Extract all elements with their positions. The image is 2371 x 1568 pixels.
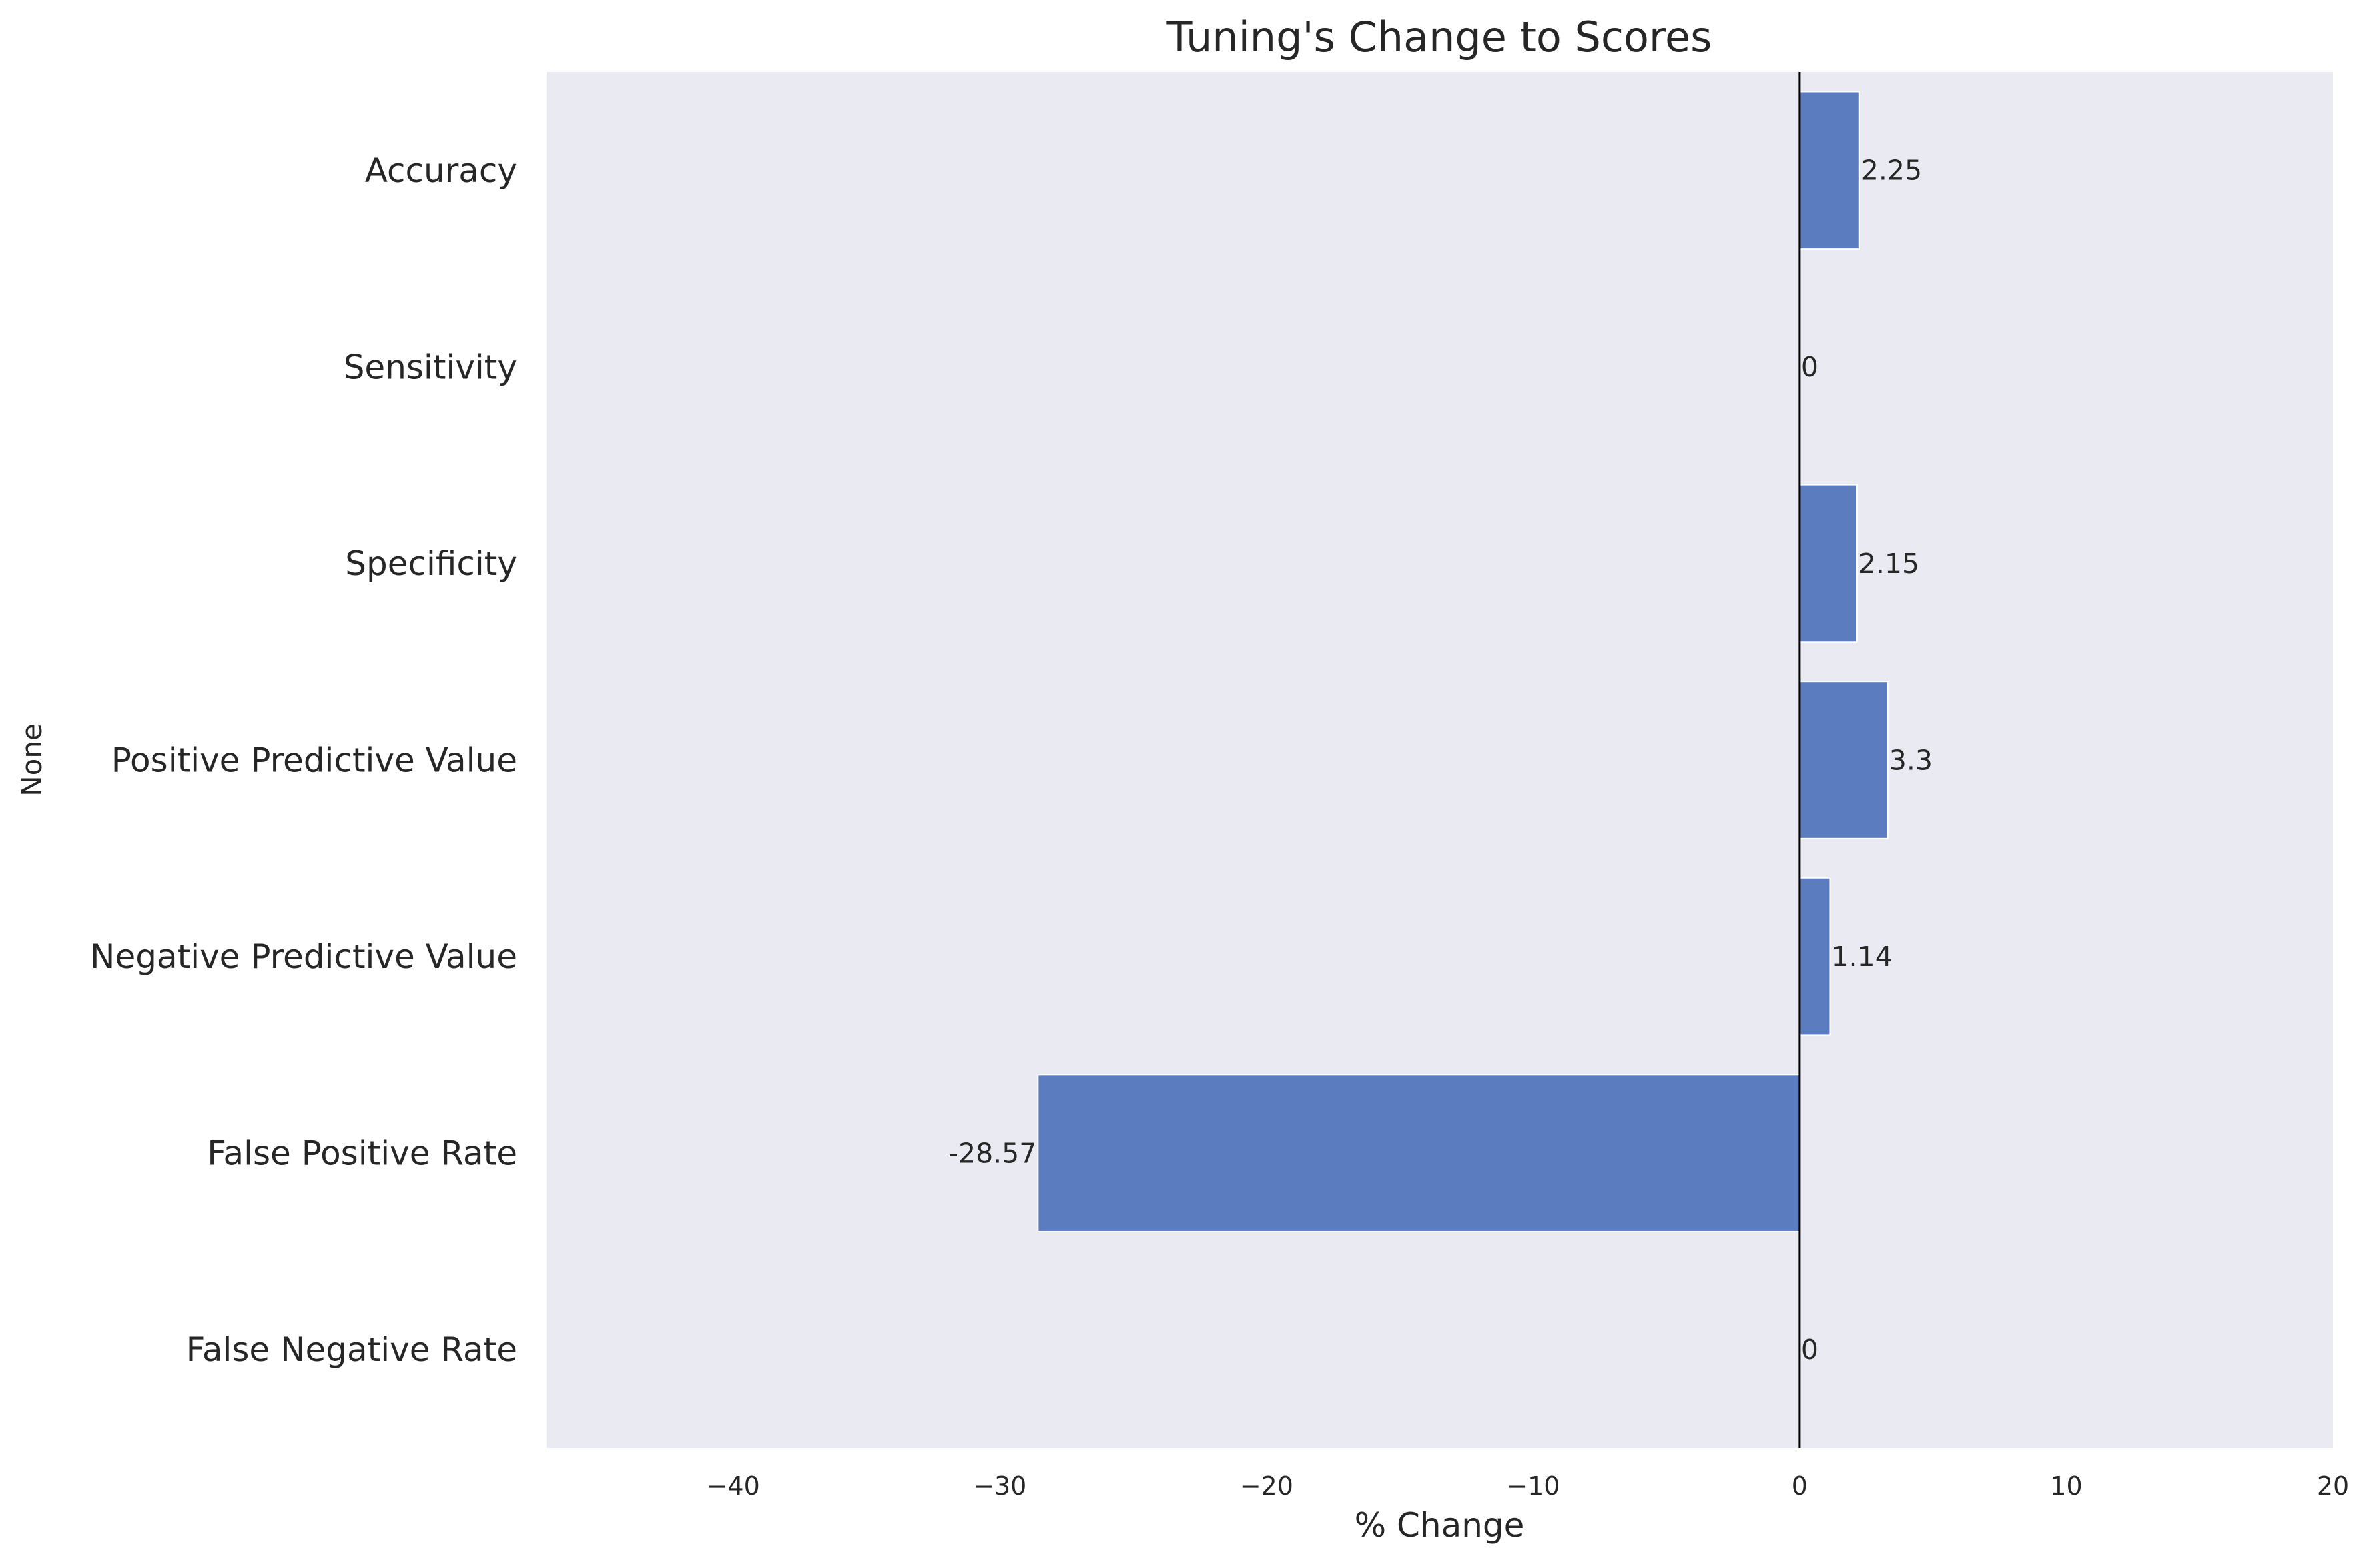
y-axis-label: None — [15, 723, 48, 797]
x-tick-label: −30 — [973, 1471, 1026, 1501]
bar — [1798, 681, 1889, 839]
x-tick-label: −40 — [707, 1471, 760, 1501]
plot-area — [547, 72, 2333, 1448]
x-tick-label: −20 — [1240, 1471, 1293, 1501]
x-tick-labels-group: −40 −30 −20 −10 0 10 20 — [707, 1471, 2350, 1501]
y-tick-label: Negative Predictive Value — [90, 937, 517, 976]
data-label: -28.57 — [948, 1137, 1036, 1169]
x-axis-label: % Change — [1355, 1506, 1525, 1545]
y-tick-labels-group: Accuracy Sensitivity Specificity Positive P… — [90, 151, 517, 1369]
y-tick-label: Positive Predictive Value — [111, 741, 517, 780]
y-tick-label: Accuracy — [365, 151, 517, 190]
y-tick-label: Specificity — [345, 544, 517, 583]
data-labels-group: 2.25 0 2.15 3.3 1.14 -28.57 0 — [948, 155, 1933, 1366]
x-tick-label: 0 — [1792, 1471, 1808, 1501]
y-tick-label: Sensitivity — [344, 348, 517, 386]
x-tick-label: −10 — [1506, 1471, 1560, 1501]
data-label: 0 — [1801, 1334, 1818, 1366]
bar — [1798, 877, 1831, 1036]
data-label: 0 — [1801, 351, 1818, 383]
data-label: 3.3 — [1889, 744, 1933, 776]
data-label: 2.25 — [1861, 155, 1922, 187]
x-tick-label: 10 — [2050, 1471, 2082, 1501]
y-tick-label: False Negative Rate — [186, 1330, 517, 1369]
chart-title: Tuning's Change to Scores — [1166, 13, 1712, 61]
bar — [1798, 91, 1860, 250]
bars-group — [1037, 91, 1889, 1232]
y-tick-label: False Positive Rate — [207, 1134, 517, 1173]
data-label: 2.15 — [1858, 548, 1919, 580]
bar — [1037, 1074, 1800, 1232]
bar — [1798, 484, 1858, 643]
data-label: 1.14 — [1831, 941, 1892, 973]
x-tick-label: 20 — [2317, 1471, 2349, 1501]
